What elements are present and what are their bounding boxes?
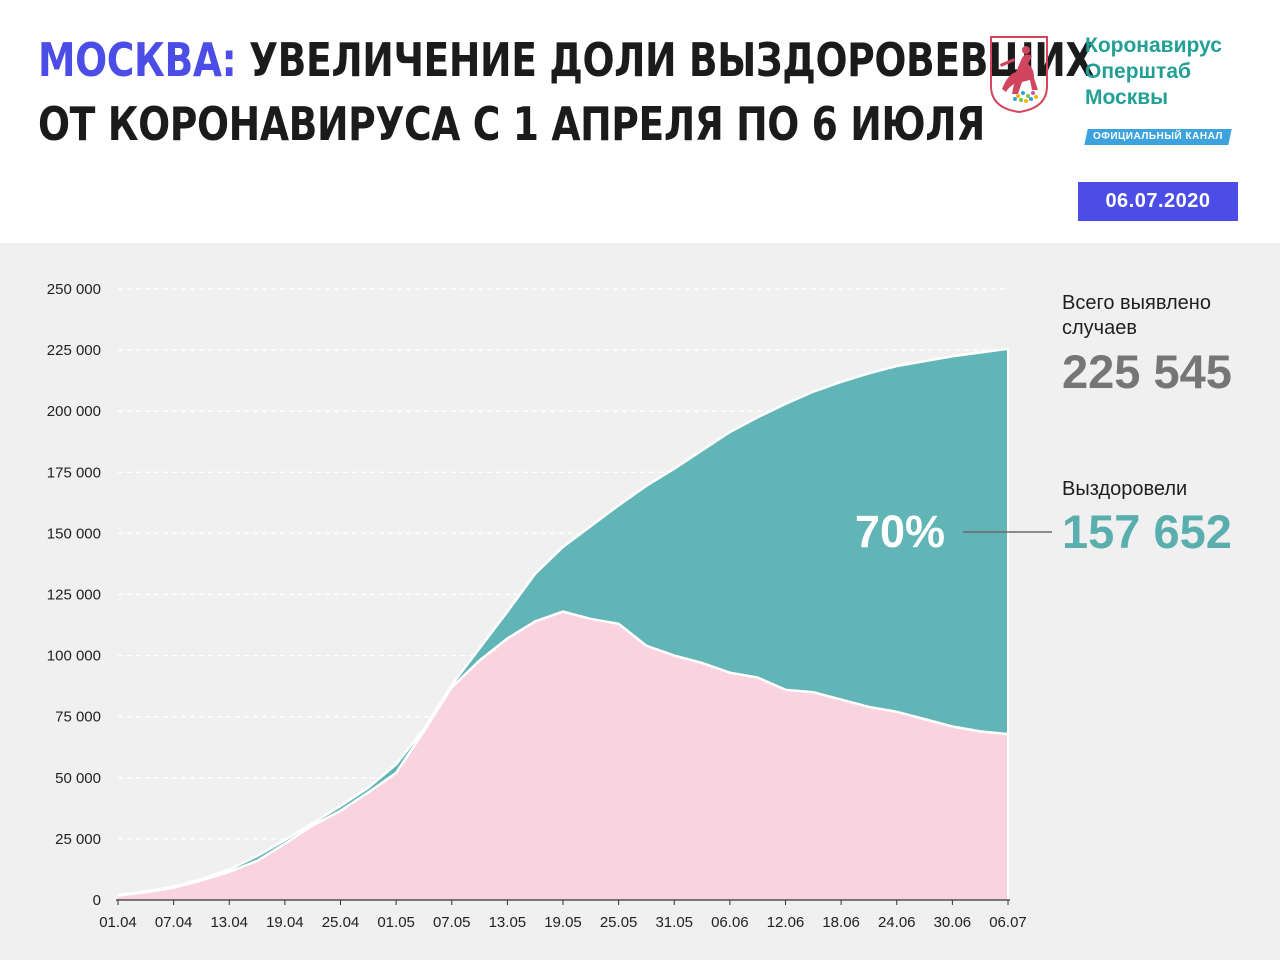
recovered-label: Выздоровели (1062, 478, 1188, 500)
header: МОСКВА: УВЕЛИЧЕНИЕ ДОЛИ ВЫЗДОРОВЕВШИХ ОТ… (0, 0, 1280, 243)
x-tick-label: 24.06 (878, 914, 916, 931)
brand-name: Коронавирус Оперштаб Москвы (1085, 33, 1222, 111)
x-tick-label: 18.06 (822, 914, 860, 931)
x-tick-label: 12.06 (767, 914, 805, 931)
x-tick-label: 06.07 (989, 914, 1027, 931)
title-line-1: МОСКВА: УВЕЛИЧЕНИЕ ДОЛИ ВЫЗДОРОВЕВШИХ (38, 28, 1095, 92)
y-tick-label: 200 000 (47, 403, 101, 420)
date-badge: 06.07.2020 (1078, 182, 1238, 221)
area-chart: 0 25 000 50 000 75 000 100 000 125 000 150 000… (47, 281, 1052, 931)
recovered-percent-label: 70% (855, 506, 945, 557)
y-tick-label: 50 000 (55, 770, 101, 787)
total-cases-label-line-2: случаев (1062, 317, 1137, 339)
recovered-value: 157 652 (1062, 505, 1232, 558)
y-tick-label: 25 000 (55, 831, 101, 848)
title-line-2: ОТ КОРОНАВИРУСА С 1 АПРЕЛЯ ПО 6 ИЮЛЯ (38, 97, 985, 151)
x-tick-label: 13.04 (210, 914, 248, 931)
page-title: МОСКВА: УВЕЛИЧЕНИЕ ДОЛИ ВЫЗДОРОВЕВШИХ ОТ… (38, 28, 1095, 156)
y-tick-label: 225 000 (47, 342, 101, 359)
x-tick-label: 25.05 (600, 914, 638, 931)
y-tick-label: 100 000 (47, 648, 101, 665)
y-tick-label: 75 000 (55, 709, 101, 726)
x-tick-label: 01.04 (99, 914, 137, 931)
total-cases-value: 225 545 (1062, 345, 1232, 398)
total-cases-line (117, 347, 1009, 897)
title-line-1-text: УВЕЛИЧЕНИЕ ДОЛИ ВЫЗДОРОВЕВШИХ (248, 33, 1095, 87)
x-tick-label: 01.05 (377, 914, 415, 931)
brand-line-2: Оперштаб (1085, 60, 1191, 83)
x-tick-label: 25.04 (322, 914, 360, 931)
y-tick-label: 150 000 (47, 525, 101, 542)
total-cases-label-line-1: Всего выявлено (1062, 292, 1211, 314)
chart-panel: 0 25 000 50 000 75 000 100 000 125 000 150 000… (0, 243, 1280, 960)
moscow-coat-of-arms-logo (990, 36, 1048, 114)
x-tick-label: 31.05 (655, 914, 693, 931)
recovered-area (118, 348, 1008, 896)
y-tick-label: 250 000 (47, 281, 101, 298)
total-cases-label: Всего выявлено случаев (1062, 291, 1211, 341)
active-cases-area (118, 611, 1008, 900)
y-tick-label: 125 000 (47, 587, 101, 604)
x-tick-label: 13.05 (489, 914, 527, 931)
x-tick-label: 19.04 (266, 914, 304, 931)
x-tick-label: 30.06 (934, 914, 972, 931)
y-tick-label: 175 000 (47, 464, 101, 481)
title-accent: МОСКВА: (38, 33, 237, 87)
badge-label: ОФИЦИАЛЬНЫЙ КАНАЛ (1093, 131, 1223, 142)
official-channel-badge: ОФИЦИАЛЬНЫЙ КАНАЛ (1084, 129, 1232, 145)
x-tick-label: 07.04 (155, 914, 193, 931)
brand-line-1: Коронавирус (1085, 34, 1222, 57)
x-tick-label: 07.05 (433, 914, 471, 931)
brand-line-3: Москвы (1085, 86, 1169, 109)
x-tick-label: 19.05 (544, 914, 582, 931)
x-tick-label: 06.06 (711, 914, 749, 931)
active-cases-line (117, 610, 1009, 897)
y-tick-label: 0 (93, 892, 101, 909)
